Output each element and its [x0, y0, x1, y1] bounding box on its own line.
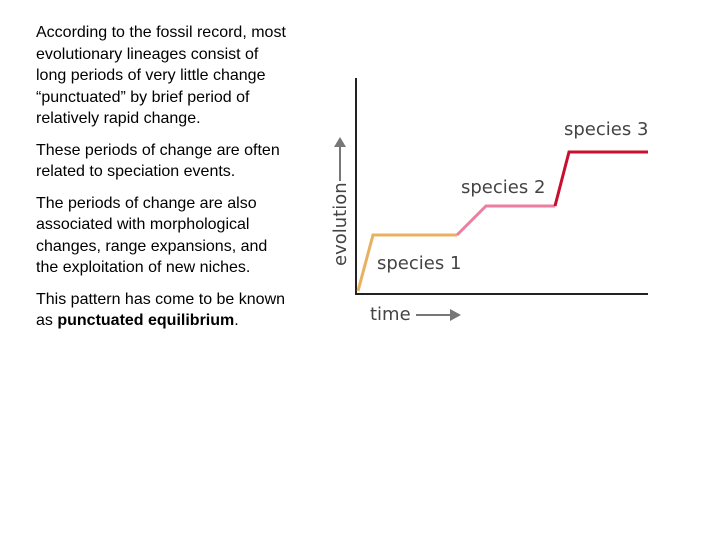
paragraph-speciation: These periods of change are often relate…	[36, 141, 280, 181]
species-3-lineage	[553, 150, 648, 207]
paragraph-fossil-record: According to the fossil record, most evo…	[36, 24, 286, 127]
species-3-label: species 3	[564, 119, 648, 140]
paragraph-suffix: .	[234, 312, 239, 329]
paragraph-punctuated-equilibrium: This pattern has come to be known as pun…	[36, 289, 286, 332]
y-axis-arrow-head	[334, 137, 346, 147]
species-1-lineage	[356, 233, 457, 292]
x-axis-arrow-head	[450, 309, 461, 321]
y-axis-label: evolution	[330, 182, 351, 266]
term-punctuated-equilibrium: punctuated equilibrium	[57, 312, 235, 329]
paragraph-morphology: The periods of change are also associate…	[36, 194, 268, 277]
x-axis-label: time	[370, 304, 411, 325]
paragraph-prefix: This pattern has come to be known as	[36, 290, 286, 330]
species-2-label: species 2	[461, 177, 545, 198]
description-text: According to the fossil record, most evo…	[36, 22, 286, 342]
species-2-lineage	[455, 204, 555, 237]
species-1-label: species 1	[377, 253, 461, 274]
